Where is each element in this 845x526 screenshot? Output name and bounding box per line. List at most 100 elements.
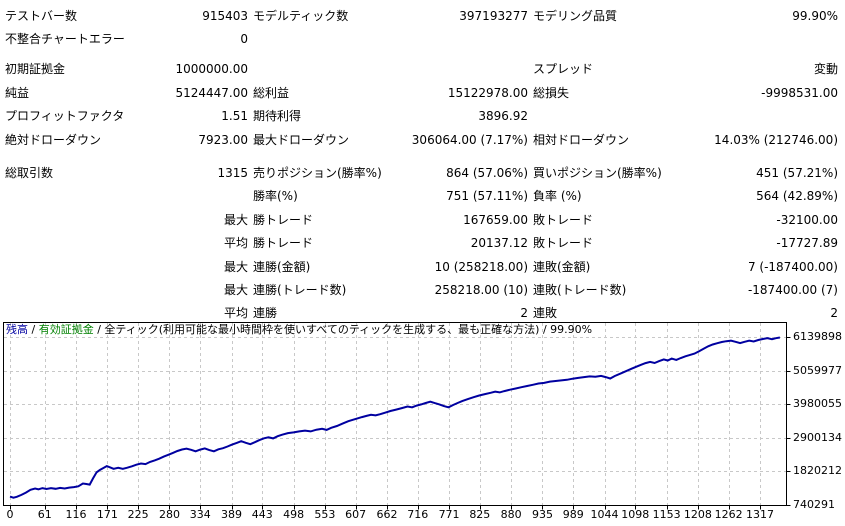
balance-line (9, 336, 781, 499)
stat-label: 買いポジション(勝率%) (533, 166, 662, 180)
stat-label: 負率 (%) (533, 189, 582, 203)
stat-label: モデリング品質 (533, 9, 618, 23)
balance-chart-canvas (3, 322, 791, 510)
stat-value: 10 (258218.00) (434, 260, 528, 274)
stat-qualifier: 最大 (223, 260, 248, 274)
stat-value: 15122978.00 (447, 86, 528, 100)
plot-border (3, 322, 787, 506)
legend-separator: / (93, 323, 105, 336)
stat-label: プロフィットファクタ (5, 109, 125, 123)
stat-label: 連勝(金額) (253, 260, 311, 274)
stat-label: 相対ドローダウン (533, 133, 630, 147)
x-axis-label: 171 (96, 508, 118, 521)
stat-label: 総取引数 (5, 166, 54, 180)
report-row: 平均 連勝 2 連敗 2 (0, 305, 845, 322)
x-axis-label: 0 (6, 508, 14, 521)
legend-separator: / (539, 323, 551, 336)
report-row: プロフィットファクタ 1.51 期待利得 3896.92 (0, 108, 845, 125)
stat-value: 0 (240, 32, 248, 46)
stat-label: 絶対ドローダウン (5, 133, 102, 147)
stat-label: 期待利得 (253, 109, 302, 123)
stat-value: 7 (-187400.00) (747, 260, 838, 274)
stat-label: 敗トレード (533, 213, 594, 227)
stat-value: 564 (42.89%) (756, 189, 838, 203)
x-axis-label: 1153 (652, 508, 681, 521)
stat-value: -187400.00 (7) (747, 283, 838, 297)
stat-value: 258218.00 (10) (434, 283, 528, 297)
stat-value: 397193277 (459, 9, 528, 23)
y-axis-label: 2900134 (793, 430, 842, 444)
x-axis-label: 61 (37, 508, 52, 521)
stat-label: 勝トレード (253, 213, 314, 227)
y-axis-label: 5059977 (793, 363, 842, 377)
stat-value: 5124447.00 (175, 86, 248, 100)
stat-label: テストバー数 (5, 9, 78, 23)
stat-value: 20137.12 (470, 236, 528, 250)
x-axis-label: 334 (189, 508, 211, 521)
stat-value: 306064.00 (7.17%) (411, 133, 528, 147)
stat-value: -17727.89 (776, 236, 838, 250)
stat-label: 純益 (5, 86, 30, 100)
stat-label: 連敗(トレード数) (533, 283, 627, 297)
report-row: 勝率(%) 751 (57.11%) 負率 (%) 564 (42.89%) (0, 188, 845, 205)
x-axis-label: 498 (283, 508, 305, 521)
stat-value: 451 (57.21%) (756, 166, 838, 180)
x-axis-label: 1044 (590, 508, 619, 521)
legend-equity-label: 有効証拠金 (38, 323, 94, 336)
stat-value: -9998531.00 (761, 86, 838, 100)
report-row: 平均 勝トレード 20137.12 敗トレード -17727.89 (0, 235, 845, 252)
report-row: 最大 勝トレード 167659.00 敗トレード -32100.00 (0, 212, 845, 229)
stat-value: 1315 (217, 166, 248, 180)
x-axis-label: 825 (469, 508, 491, 521)
legend-separator: / (28, 323, 39, 336)
stat-value: 1.51 (221, 109, 248, 123)
legend-model-label: 全ティック(利用可能な最小時間枠を使いすべてのティックを生成する、最も正確な方法… (104, 323, 540, 336)
stat-qualifier: 平均 (223, 236, 248, 250)
stat-value: 99.90% (792, 9, 838, 23)
balance-chart: 残高 / 有効証拠金 / 全ティック(利用可能な最小時間枠を使いすべてのティック… (3, 322, 795, 514)
stat-label: 総利益 (253, 86, 290, 100)
stat-value: 2 (830, 306, 838, 320)
legend-balance-label: 残高 (6, 323, 28, 336)
stat-label: 不整合チャートエラー (5, 32, 125, 46)
stat-label: スプレッド (533, 62, 594, 76)
x-axis-label: 389 (221, 508, 243, 521)
stat-value: 751 (57.11%) (446, 189, 528, 203)
y-axis-label: 3980055 (793, 397, 842, 411)
x-axis-label: 880 (500, 508, 522, 521)
stat-value: 変動 (813, 62, 838, 76)
stat-value: 864 (57.06%) (446, 166, 528, 180)
stat-value: -32100.00 (776, 213, 838, 227)
stat-value: 167659.00 (463, 213, 528, 227)
stat-qualifier: 平均 (223, 306, 248, 320)
stat-label: 連敗(金額) (533, 260, 591, 274)
stat-label: 総損失 (533, 86, 570, 100)
x-axis-label: 716 (407, 508, 429, 521)
x-axis-label: 553 (314, 508, 336, 521)
report-row: 最大 連勝(トレード数) 258218.00 (10) 連敗(トレード数) -1… (0, 282, 845, 299)
x-axis-label: 116 (65, 508, 87, 521)
report-row: テストバー数 915403 モデルティック数 397193277 モデリング品質… (0, 8, 845, 25)
stat-label: 連勝(トレード数) (253, 283, 347, 297)
stat-label: 売りポジション(勝率%) (253, 166, 382, 180)
x-axis-label: 1098 (621, 508, 650, 521)
report-row: 最大 連勝(金額) 10 (258218.00) 連敗(金額) 7 (-1874… (0, 259, 845, 276)
report-row: 総取引数 1315 売りポジション(勝率%) 864 (57.06%) 買いポジ… (0, 165, 845, 182)
x-axis-label: 935 (531, 508, 553, 521)
y-axis-label: 1820212 (793, 464, 842, 478)
x-axis-label: 1317 (746, 508, 774, 521)
y-axis-label: 6139898 (793, 330, 842, 343)
stat-value: 2 (520, 306, 528, 320)
stat-label: 勝トレード (253, 236, 314, 250)
x-axis-label: 662 (376, 508, 398, 521)
stat-value: 1000000.00 (175, 62, 248, 76)
report-row: 純益 5124447.00 総利益 15122978.00 総損失 -99985… (0, 85, 845, 102)
stat-qualifier: 最大 (223, 283, 248, 297)
stat-value: 3896.92 (478, 109, 528, 123)
stat-label: モデルティック数 (253, 9, 349, 23)
x-axis-label: 1208 (683, 508, 712, 521)
stat-qualifier: 最大 (223, 213, 248, 227)
report-row: 初期証拠金 1000000.00 スプレッド 変動 (0, 61, 845, 78)
stat-value: 7923.00 (198, 133, 248, 147)
report-row: 不整合チャートエラー 0 (0, 31, 845, 48)
